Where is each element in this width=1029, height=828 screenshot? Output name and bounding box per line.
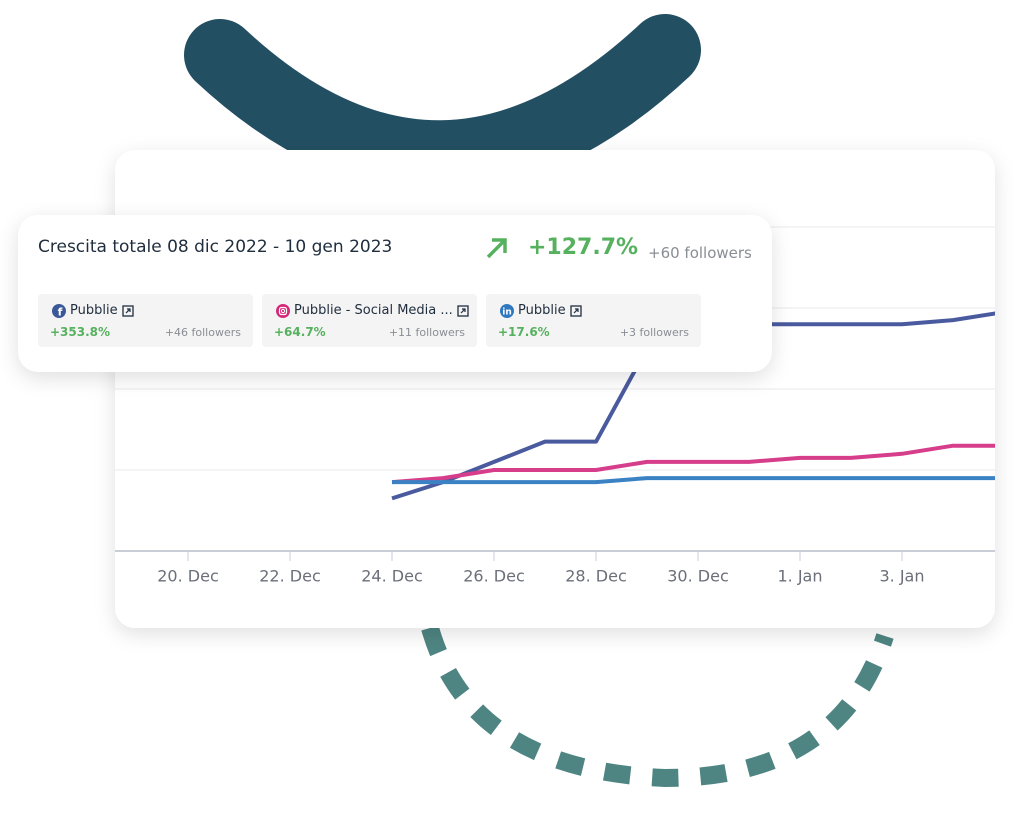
account-card[interactable]: f Pubblie +353.8% +46 followers — [38, 294, 253, 347]
instagram-icon — [276, 303, 290, 318]
account-name-row: in Pubblie — [500, 303, 582, 318]
x-tick-label: 3. Jan — [879, 567, 924, 586]
account-name: Pubblie — [70, 303, 118, 318]
decor-arc — [184, 14, 701, 193]
x-tick-label: 22. Dec — [259, 567, 321, 586]
x-tick-label: 30. Dec — [667, 567, 729, 586]
account-followers: +11 followers — [388, 326, 465, 339]
decor-dashed-arc — [421, 625, 894, 788]
account-growth: +64.7% — [274, 325, 326, 339]
x-tick-label: 24. Dec — [361, 567, 423, 586]
account-name-row: Pubblie - Social Media ... — [276, 303, 469, 318]
summary-card: Crescita totale 08 dic 2022 - 10 gen 202… — [18, 215, 772, 372]
up-arrow-icon — [486, 238, 507, 259]
account-growth: +17.6% — [498, 325, 550, 339]
x-tick-label: 1. Jan — [777, 567, 822, 586]
account-followers: +46 followers — [164, 326, 241, 339]
account-name: Pubblie - Social Media ... — [294, 303, 453, 318]
account-growth: +353.8% — [50, 325, 111, 339]
linkedin-icon: in — [500, 303, 514, 318]
x-tick-label: 28. Dec — [565, 567, 627, 586]
external-link-icon — [569, 304, 582, 317]
summary-title: Crescita totale 08 dic 2022 - 10 gen 202… — [38, 237, 393, 257]
total-followers: +60 followers — [648, 244, 752, 262]
series-line — [392, 476, 995, 485]
series-line — [391, 443, 995, 485]
svg-text:in: in — [502, 307, 512, 317]
svg-text:f: f — [58, 305, 63, 318]
external-link-icon — [457, 304, 469, 317]
account-name: Pubblie — [518, 303, 566, 318]
total-growth: +127.7% — [528, 235, 639, 260]
account-followers: +3 followers — [619, 326, 689, 339]
facebook-icon: f — [52, 303, 66, 318]
account-card[interactable]: in Pubblie +17.6% +3 followers — [486, 294, 701, 347]
x-tick-label: 20. Dec — [157, 567, 219, 586]
external-link-icon — [121, 304, 134, 317]
x-tick-label: 26. Dec — [463, 567, 525, 586]
x-tick-label: 5. — [996, 567, 1011, 586]
account-name-row: f Pubblie — [52, 303, 134, 318]
account-card[interactable]: Pubblie - Social Media ... +64.7% +11 fo… — [262, 294, 477, 347]
